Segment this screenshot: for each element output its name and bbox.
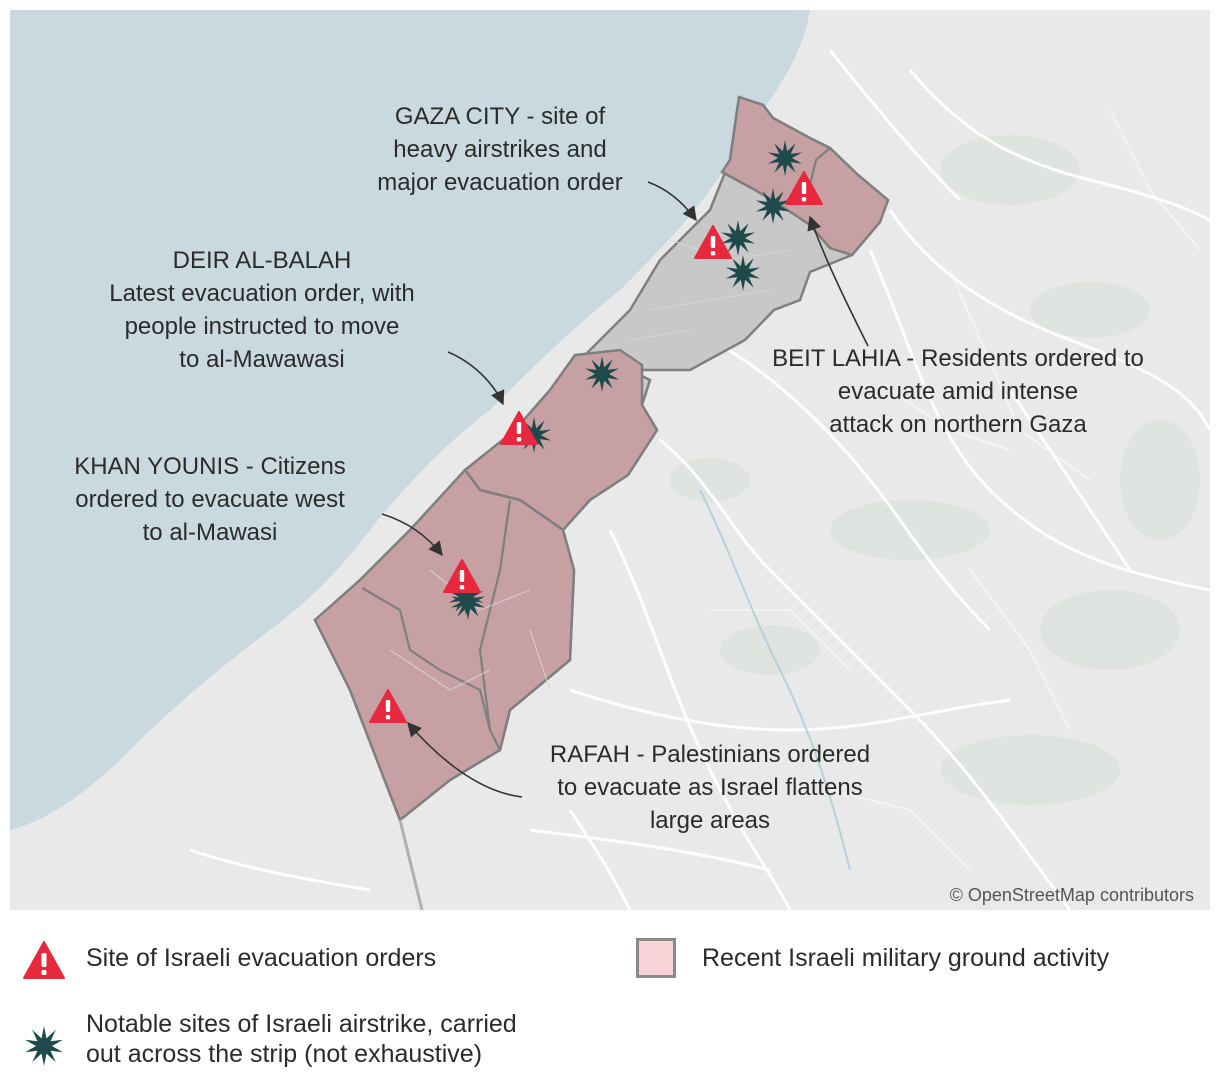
arrow-gaza-city	[647, 181, 697, 222]
egypt-border-line	[398, 819, 424, 910]
annotation-line: BEIT LAHIA - Residents ordered to	[772, 345, 1144, 372]
annotation-arrows	[381, 181, 869, 798]
sea	[10, 10, 810, 830]
airstrike-marker	[725, 255, 761, 291]
evacuation-warning-icon	[785, 171, 823, 205]
markers-layer	[369, 140, 823, 723]
annotation-deir-al-balah: DEIR AL-BALAH Latest evacuation order, w…	[82, 244, 442, 376]
annotation-line: Latest evacuation order, with	[109, 280, 415, 307]
annotation-line: KHAN YOUNIS - Citizens	[74, 453, 346, 480]
legend-airstrike-label-line-2: out across the strip (not exhaustive)	[86, 1040, 483, 1068]
airstrike-marker	[584, 356, 620, 392]
airstrike-marker	[767, 140, 803, 176]
wadi-stream	[699, 489, 851, 871]
map-attribution: © OpenStreetMap contributors	[949, 885, 1194, 905]
annotation-line: attack on northern Gaza	[829, 411, 1087, 438]
arrow-khan-younis	[381, 513, 443, 557]
evacuation-warning-icon	[443, 559, 481, 593]
road-network-minor	[710, 109, 1201, 871]
annotation-line: GAZA CITY - site of	[394, 103, 606, 130]
annotation-line: major evacuation order	[377, 169, 623, 196]
legend-evacuation-label: Site of Israeli evacuation orders	[86, 944, 437, 972]
annotation-gaza-city: GAZA CITY - site of heavy airstrikes and…	[350, 100, 650, 199]
airstrike-marker	[720, 220, 756, 256]
airstrike-marker	[516, 417, 552, 453]
evacuation-warning-icon	[694, 225, 732, 259]
annotation-line: to al-Mawasi	[142, 519, 278, 546]
annotation-line: people instructed to move	[124, 313, 400, 340]
annotation-line: heavy airstrikes and	[393, 136, 607, 163]
map-panel: GAZA CITY - site of heavy airstrikes and…	[10, 10, 1210, 910]
annotation-line: large areas	[649, 807, 771, 834]
annotation-beit-lahia: BEIT LAHIA - Residents ordered to evacua…	[738, 342, 1178, 441]
annotation-line: ordered to evacuate west	[75, 486, 345, 513]
map-canvas	[10, 10, 1210, 910]
annotation-line: to al-Mawawasi	[179, 346, 345, 373]
starburst-icon	[25, 1026, 63, 1066]
arrow-deir-al-balah	[447, 351, 505, 406]
evacuation-warning-icon	[369, 689, 407, 723]
urban-texture	[389, 239, 791, 691]
airstrike-marker	[755, 188, 791, 224]
evacuation-warning-icon	[500, 411, 538, 445]
ground-activity-swatch	[636, 938, 676, 978]
legend-ground-activity-label: Recent Israeli military ground activity	[702, 944, 1110, 972]
annotation-line: DEIR AL-BALAH	[172, 247, 352, 274]
legend-airstrike-label-line-1: Notable sites of Israeli airstrike, carr…	[86, 1010, 517, 1038]
airstrike-marker	[450, 584, 486, 620]
annotation-khan-younis: KHAN YOUNIS - Citizens ordered to evacua…	[50, 450, 370, 549]
annotation-line: evacuate amid intense	[837, 378, 1079, 405]
arrow-beit-lahia	[807, 215, 869, 347]
annotation-line: to evacuate as Israel flattens	[557, 774, 863, 801]
annotation-line: RAFAH - Palestinians ordered	[549, 741, 871, 768]
warning-triangle-icon	[23, 941, 65, 979]
arrow-rafah	[407, 721, 523, 798]
road-network	[189, 49, 1210, 910]
annotation-rafah: RAFAH - Palestinians ordered to evacuate…	[520, 738, 900, 837]
